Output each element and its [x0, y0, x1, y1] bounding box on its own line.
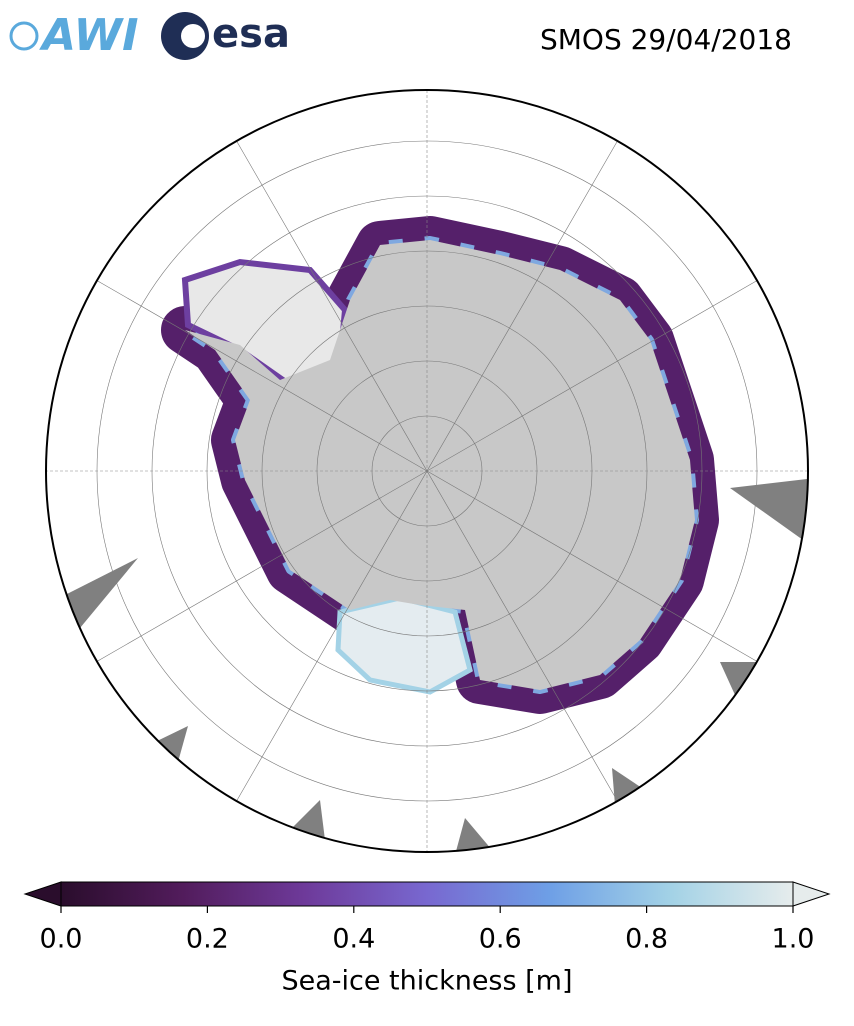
logo-text: esa	[212, 11, 290, 57]
colorbar-tick-label: 0.2	[186, 924, 229, 955]
map	[46, 90, 808, 852]
extend-high	[792, 881, 831, 907]
logo-esa: esa	[161, 11, 290, 60]
colorbar-tick-label: 0.8	[625, 924, 668, 955]
colorbar-tick-label: 0.0	[40, 924, 83, 955]
colorbar	[23, 881, 831, 913]
extend-low	[23, 881, 62, 907]
colorbar-tick-label: 0.6	[479, 924, 522, 955]
logo-awi: AWI	[9, 10, 139, 61]
graticule	[46, 90, 808, 852]
antarctica	[185, 240, 695, 690]
colorbar-gradient	[60, 881, 794, 907]
logo-text: AWI	[39, 10, 139, 61]
colorbar-label: Sea-ice thickness [m]	[281, 966, 572, 997]
map-frame	[45, 89, 809, 853]
colorbar-tick-label: 1.0	[772, 924, 815, 955]
colorbar-tick-label: 0.4	[332, 924, 375, 955]
map-title: SMOS 29/04/2018	[540, 23, 792, 56]
missing-data	[65, 478, 808, 852]
